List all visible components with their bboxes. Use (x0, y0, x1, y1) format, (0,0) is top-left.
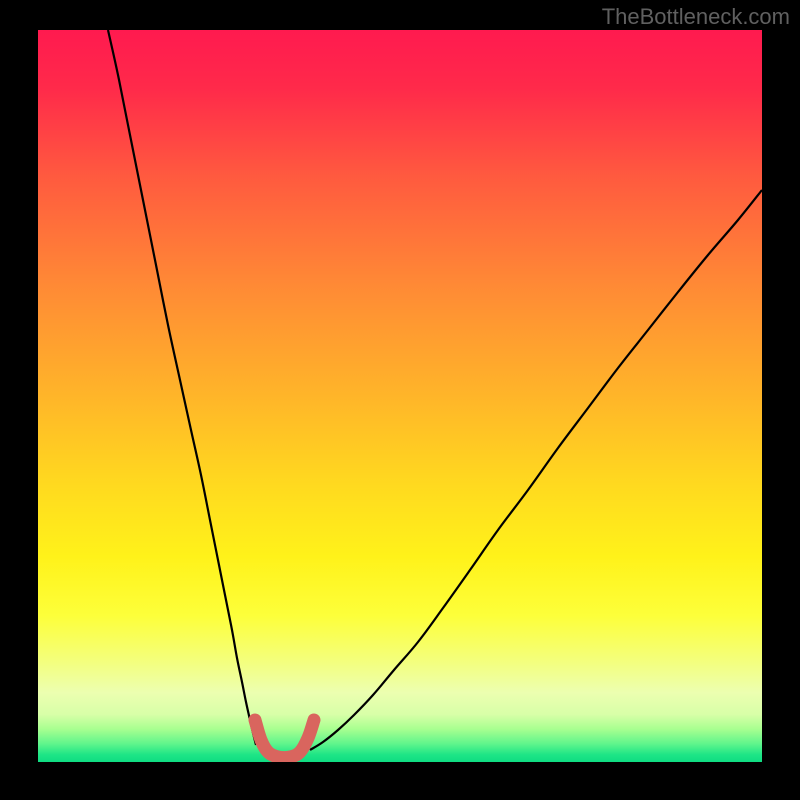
right-curve (310, 190, 762, 750)
plot-area (38, 30, 762, 762)
watermark-text: TheBottleneck.com (602, 4, 790, 30)
left-curve (108, 30, 256, 745)
curve-layer (38, 30, 762, 762)
valley-highlight (255, 720, 314, 758)
chart-container: TheBottleneck.com (0, 0, 800, 800)
